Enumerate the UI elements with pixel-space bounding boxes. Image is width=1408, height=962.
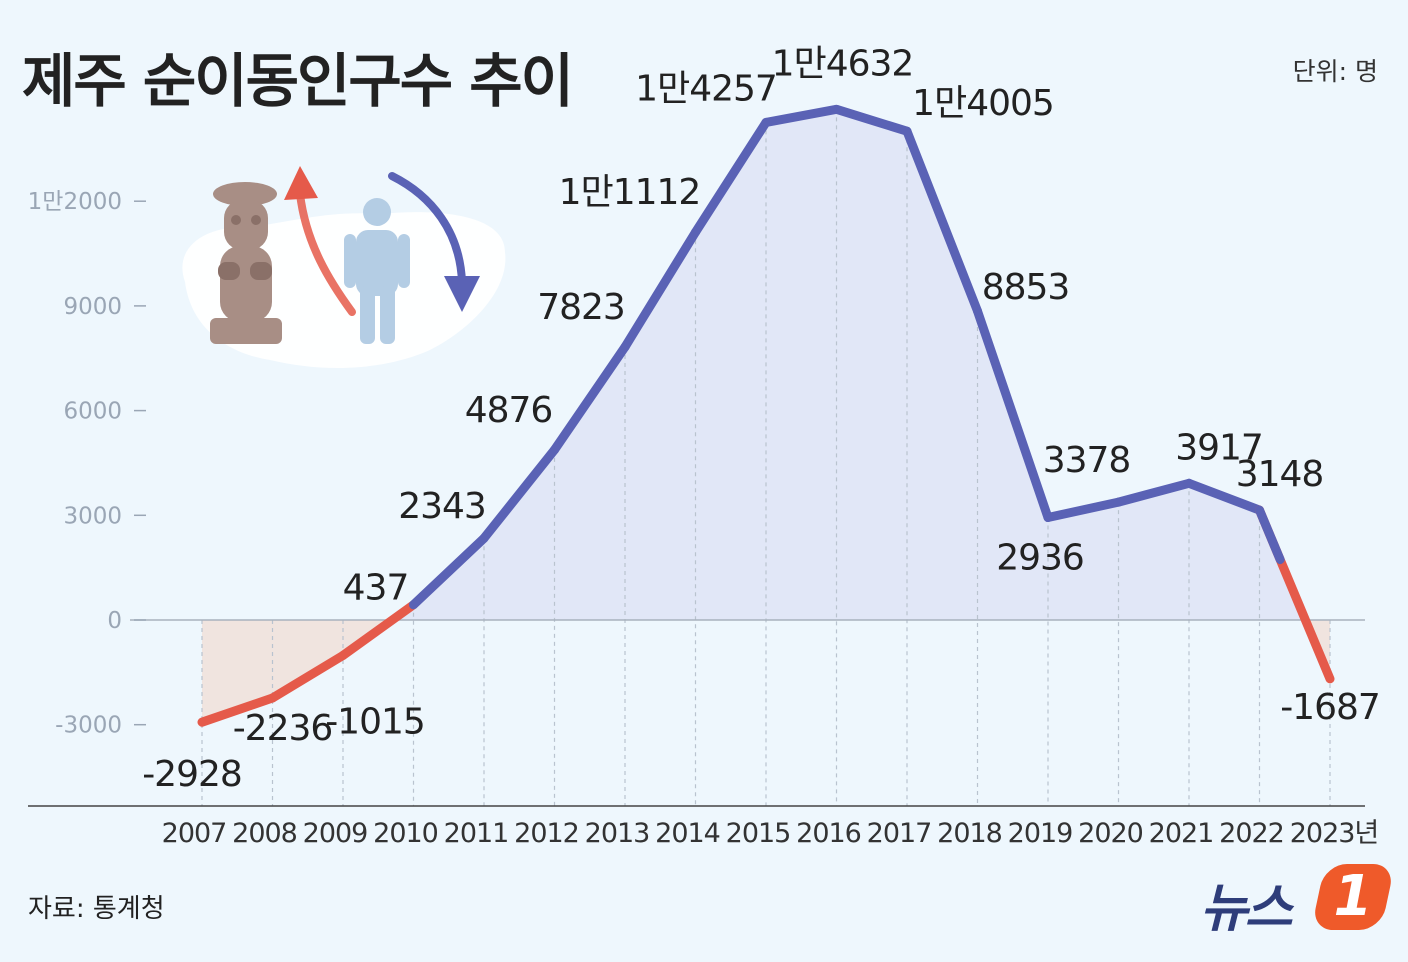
line-segment-2016-2017	[832, 104, 912, 136]
line-series	[197, 104, 1335, 727]
vertical-gridlines	[201, 109, 1331, 806]
person-icon	[344, 198, 410, 344]
line-segment-2014-2015	[691, 117, 771, 237]
positive-area	[392, 109, 1306, 620]
source-note: 자료: 통계청	[28, 894, 165, 924]
x-tick-label-2010: 2010	[373, 818, 438, 849]
x-tick-label-2011: 2011	[444, 818, 509, 849]
data-label-2021: 3917	[1175, 427, 1263, 468]
line-segment-2017-2018	[902, 126, 982, 316]
x-tick-label-2023: 2023년	[1290, 818, 1379, 849]
x-tick-label-2021: 2021	[1149, 818, 1214, 849]
illustration	[182, 166, 506, 369]
y-tick-label: 3000	[63, 503, 122, 529]
data-label-2007: -2928	[142, 754, 242, 795]
x-tick-label-2017: 2017	[867, 818, 932, 849]
data-label-2020: 3378	[1043, 440, 1131, 481]
data-label-2009: -1015	[325, 701, 425, 742]
x-tick-label-2015: 2015	[726, 818, 791, 849]
data-label-2013: 7823	[537, 287, 625, 328]
data-label-2012: 4876	[465, 390, 553, 431]
data-label-2018: 8853	[982, 267, 1070, 308]
y-tick-label: -3000	[55, 713, 122, 739]
data-label-2014: 1만1112	[559, 172, 701, 213]
negative-area	[202, 620, 1330, 723]
data-label-2016: 1만4632	[772, 43, 914, 84]
x-tick-label-2012: 2012	[514, 818, 579, 849]
line-transition-2022-2023	[1255, 505, 1285, 565]
x-tick-label-2009: 2009	[303, 818, 368, 849]
data-label-2010: 437	[343, 568, 409, 609]
y-tick-label: 1만2000	[28, 189, 122, 215]
line-segment-2020-2021	[1114, 478, 1194, 507]
logo-text: 뉴스	[1200, 879, 1293, 939]
dol-hareubang-icon	[210, 182, 282, 344]
data-label-2023: -1687	[1280, 687, 1380, 728]
y-tick-label: 6000	[63, 399, 122, 425]
news1-logo: 뉴스 1	[1200, 862, 1396, 939]
x-tick-label-2008: 2008	[232, 818, 297, 849]
data-label-2019: 2936	[996, 538, 1084, 579]
y-tick-label: 9000	[63, 294, 122, 320]
x-tick-label-2022: 2022	[1219, 818, 1284, 849]
line-segment-2021-2022	[1184, 478, 1264, 515]
x-tick-label-2018: 2018	[937, 818, 1002, 849]
x-axis: 2007 2008 2009 2010 2011 2012 2013 2014 2015 2016…	[162, 818, 1380, 849]
x-tick-label-2020: 2020	[1078, 818, 1143, 849]
line-segment-2015-2016	[761, 104, 841, 127]
data-label-2022: 3148	[1236, 454, 1324, 495]
x-tick-label-2013: 2013	[585, 818, 650, 849]
line-segment-2007-2008	[197, 693, 277, 727]
logo-badge: 1	[1310, 864, 1396, 930]
line-segment-2008-2009	[268, 650, 348, 703]
arrow-down-icon	[388, 172, 466, 286]
data-label-2017: 1만4005	[912, 83, 1054, 124]
line-segment-2009-2010	[338, 600, 418, 660]
y-tick-label: 0	[107, 608, 122, 634]
data-labels: -2928 -2236-1015 437 2343 4876 7823 1만1112 1만42…	[142, 43, 1381, 795]
unit-label: 단위: 명	[1292, 57, 1378, 86]
data-label-2008: -2236	[233, 708, 333, 749]
x-tick-label-2007: 2007	[162, 818, 227, 849]
x-tick-label-2019: 2019	[1008, 818, 1073, 849]
line-segment-2013-2014	[620, 227, 700, 352]
page-title: 제주 순이동인구수 추이	[22, 47, 574, 115]
data-label-2015: 1만4257	[635, 68, 777, 109]
arrow-up-icon	[296, 190, 356, 316]
data-label-2011: 2343	[398, 486, 486, 527]
line-segment-2018-2019	[973, 306, 1053, 523]
arrow-up-head	[284, 166, 318, 200]
line-segment-2012-2013	[550, 342, 630, 455]
x-tick-label-2014: 2014	[655, 818, 720, 849]
arrow-down-head	[444, 276, 480, 312]
x-tick-label-2016: 2016	[796, 818, 861, 849]
line-transition-2010-2011	[409, 533, 489, 610]
y-axis: -3000 0 3000 6000 9000 1만2000	[28, 189, 146, 739]
line-segment-2019-2020	[1043, 497, 1123, 523]
line-segment-2011-2012	[479, 445, 559, 543]
